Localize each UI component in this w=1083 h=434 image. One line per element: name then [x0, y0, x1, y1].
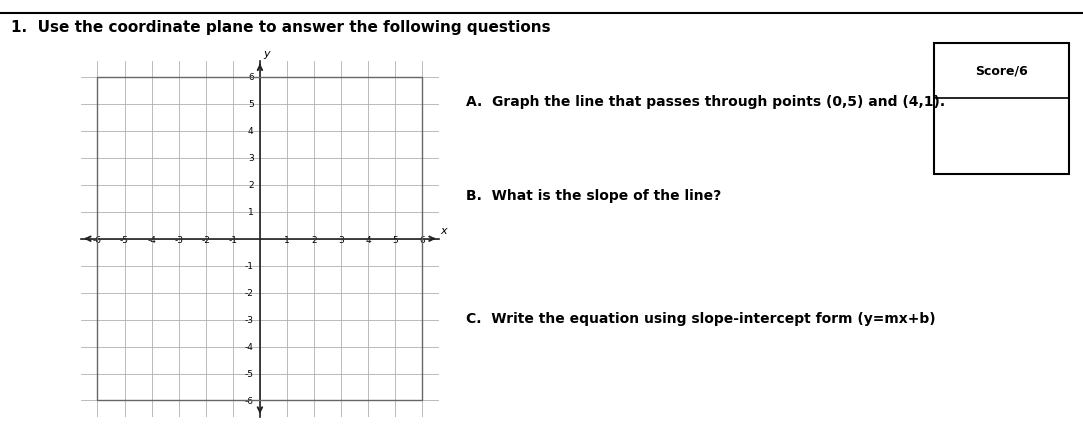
Text: C.  Write the equation using slope-intercept form (y=mx+b): C. Write the equation using slope-interc…: [466, 312, 936, 326]
Text: B.  What is the slope of the line?: B. What is the slope of the line?: [466, 189, 721, 203]
Text: Score/6: Score/6: [975, 64, 1028, 77]
Text: 1.  Use the coordinate plane to answer the following questions: 1. Use the coordinate plane to answer th…: [11, 20, 550, 35]
Text: y: y: [263, 49, 270, 59]
Text: x: x: [440, 226, 446, 236]
Text: A.  Graph the line that passes through points (0,5) and (4,1).: A. Graph the line that passes through po…: [466, 95, 944, 109]
